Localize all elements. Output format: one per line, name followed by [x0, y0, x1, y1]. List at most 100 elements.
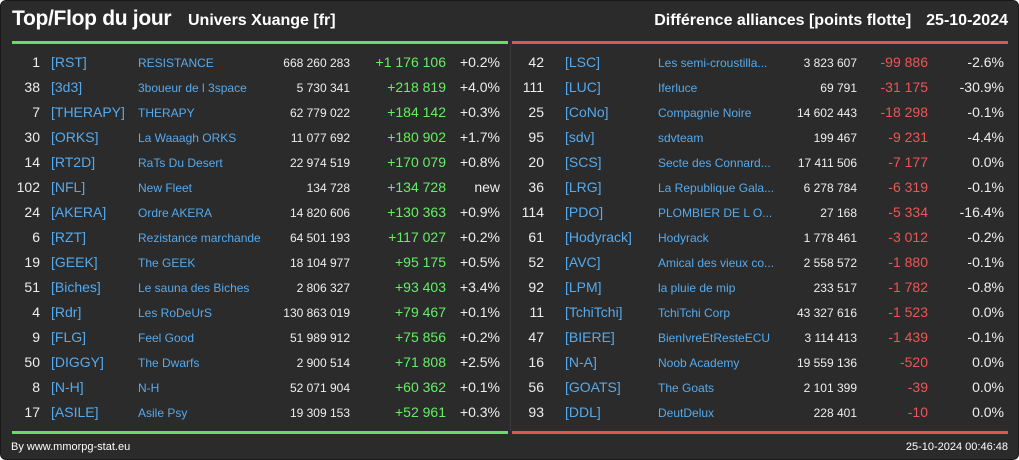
alliance-tag-link[interactable]: [BIERE] [565, 329, 615, 345]
alliance-name-link[interactable]: Asile Psy [138, 406, 188, 420]
flop-row: 92 [LPM] la pluie de mip 233 517 -1 782 -0.8% [509, 274, 1009, 299]
diff-cell: +218 819 [387, 79, 446, 95]
alliance-tag-link[interactable]: [3d3] [51, 79, 83, 95]
alliance-name-link[interactable]: Les RoDeUrS [138, 306, 213, 320]
points-cell: 2 900 514 [296, 356, 350, 370]
rank-cell: 4 [32, 304, 40, 320]
percent-cell: 0.0% [972, 304, 1004, 320]
alliance-tag-link[interactable]: [GEEK] [51, 254, 98, 270]
alliance-name-link[interactable]: sdvteam [658, 131, 704, 145]
alliance-name-link[interactable]: The Goats [658, 381, 715, 395]
alliance-name-link[interactable]: Feel Good [138, 331, 195, 345]
diff-cell: -1 523 [888, 304, 928, 320]
alliance-name-link[interactable]: La Waaagh ORKS [138, 131, 237, 145]
alliance-name-link[interactable]: Iferluce [658, 81, 698, 95]
alliance-tag-link[interactable]: [Hodyrack] [565, 229, 632, 245]
flop-row: 52 [AVC] Amical des vieux co... 2 558 572 -1… [509, 249, 1009, 274]
alliance-name-link[interactable]: Le sauna des Biches [138, 281, 250, 295]
alliance-tag-link[interactable]: [Biches] [51, 279, 101, 295]
alliance-name-link[interactable]: Ordre AKERA [138, 206, 213, 220]
alliance-name-link[interactable]: Rezistance marchande [138, 231, 261, 245]
alliance-tag-link[interactable]: [RT2D] [51, 154, 96, 170]
flop-row: 111 [LUC] Iferluce 69 791 -31 175 -30.9% [509, 74, 1009, 99]
alliance-name-link[interactable]: la pluie de mip [658, 281, 736, 295]
diff-cell: -1 782 [888, 279, 928, 295]
footer-credit[interactable]: By www.mmorpg-stat.eu [11, 441, 131, 453]
top-row: 14 [RT2D] RaTs Du Desert 22 974 519 +170 079… [9, 149, 509, 174]
top-losers-list: 42 [LSC] Les semi-croustilla... 3 823 607 -9… [509, 49, 1009, 424]
diff-cell: +75 856 [395, 329, 446, 345]
diff-cell: -99 886 [880, 54, 928, 70]
alliance-name-link[interactable]: Compagnie Noire [658, 106, 752, 120]
alliance-name-link[interactable]: The GEEK [138, 256, 196, 270]
alliance-name-link[interactable]: Les semi-croustilla... [658, 56, 768, 70]
percent-cell: -0.1% [967, 254, 1004, 270]
alliance-tag-link[interactable]: [GOATS] [565, 379, 621, 395]
points-cell: 43 327 616 [796, 306, 857, 320]
alliance-name-link[interactable]: Amical des vieux co... [658, 256, 775, 270]
alliance-tag-link[interactable]: [THERAPY] [51, 104, 125, 120]
alliance-name-link[interactable]: 3boueur de l 3space [138, 81, 247, 95]
alliance-tag-link[interactable]: [LUC] [565, 79, 601, 95]
percent-cell: new [474, 179, 500, 195]
alliance-name-link[interactable]: THERAPY [138, 106, 195, 120]
alliance-tag-link[interactable]: [DDL] [565, 404, 601, 420]
alliance-name-link[interactable]: BienIvreEtResteECU [658, 331, 771, 345]
flop-row: 25 [CoNo] Compagnie Noire 14 602 443 -18 298… [509, 99, 1009, 124]
alliance-name-link[interactable]: N-H [138, 381, 160, 395]
percent-cell: -16.4% [959, 204, 1004, 220]
points-cell: 134 728 [306, 181, 350, 195]
alliance-name-link[interactable]: La Republique Gala... [658, 181, 775, 195]
alliance-name-link[interactable]: Hodyrack [658, 231, 709, 245]
alliance-tag-link[interactable]: [FLG] [51, 329, 87, 345]
flop-accent-bar [512, 41, 1008, 44]
diff-cell: +60 362 [395, 379, 446, 395]
alliance-tag-link[interactable]: [SCS] [565, 154, 602, 170]
metric-label: Différence alliances [points flotte] [654, 12, 912, 29]
flop-row: 16 [N-A] Noob Academy 19 559 136 -520 0.0% [509, 349, 1009, 374]
alliance-tag-link[interactable]: [RZT] [51, 229, 86, 245]
alliance-tag-link[interactable]: [N-H] [51, 379, 84, 395]
alliance-name-link[interactable]: DeutDelux [658, 406, 715, 420]
diff-cell: -1 880 [888, 254, 928, 270]
alliance-tag-link[interactable]: [NFL] [51, 179, 86, 195]
alliance-tag-link[interactable]: [LRG] [565, 179, 602, 195]
flop-row: 11 [TchiTchi] TchiTchi Corp 43 327 616 -1 52… [509, 299, 1009, 324]
rank-cell: 25 [528, 104, 544, 120]
percent-cell: -0.8% [967, 279, 1004, 295]
alliance-tag-link[interactable]: [AVC] [565, 254, 601, 270]
top-row: 102 [NFL] New Fleet 134 728 +134 728 new [9, 174, 509, 199]
points-cell: 18 104 977 [289, 256, 350, 270]
percent-cell: 0.0% [972, 379, 1004, 395]
alliance-tag-link[interactable]: [Rdr] [51, 304, 82, 320]
alliance-name-link[interactable]: Noob Academy [658, 356, 740, 370]
top-row: 17 [ASILE] Asile Psy 19 309 153 +52 961 +0.3% [9, 399, 509, 424]
points-cell: 1 778 461 [803, 231, 857, 245]
percent-cell: -0.1% [967, 179, 1004, 195]
alliance-name-link[interactable]: New Fleet [138, 181, 193, 195]
alliance-tag-link[interactable]: [RST] [51, 54, 87, 70]
alliance-tag-link[interactable]: [sdv] [565, 129, 595, 145]
diff-cell: -7 177 [888, 154, 928, 170]
alliance-name-link[interactable]: TchiTchi Corp [658, 306, 731, 320]
points-cell: 130 863 019 [283, 306, 350, 320]
alliance-tag-link[interactable]: [LSC] [565, 54, 601, 70]
alliance-tag-link[interactable]: [N-A] [565, 354, 597, 370]
alliance-tag-link[interactable]: [ORKS] [51, 129, 99, 145]
alliance-tag-link[interactable]: [LPM] [565, 279, 602, 295]
alliance-tag-link[interactable]: [CoNo] [565, 104, 609, 120]
alliance-name-link[interactable]: RaTs Du Desert [138, 156, 223, 170]
alliance-tag-link[interactable]: [AKERA] [51, 204, 107, 220]
diff-cell: +117 027 [388, 229, 446, 245]
alliance-tag-link[interactable]: [PDO] [565, 204, 604, 220]
alliance-tag-link[interactable]: [ASILE] [51, 404, 99, 420]
alliance-tag-link[interactable]: [TchiTchi] [565, 304, 623, 320]
percent-cell: 0.0% [972, 154, 1004, 170]
alliance-name-link[interactable]: PLOMBIER DE L O... [658, 206, 773, 220]
flop-row: 47 [BIERE] BienIvreEtResteECU 3 114 413 -1 4… [509, 324, 1009, 349]
alliance-name-link[interactable]: Secte des Connard... [658, 156, 771, 170]
alliance-name-link[interactable]: The Dwarfs [138, 356, 200, 370]
diff-cell: +184 142 [387, 104, 446, 120]
alliance-tag-link[interactable]: [DIGGY] [51, 354, 104, 370]
alliance-name-link[interactable]: RESISTANCE [138, 56, 214, 70]
